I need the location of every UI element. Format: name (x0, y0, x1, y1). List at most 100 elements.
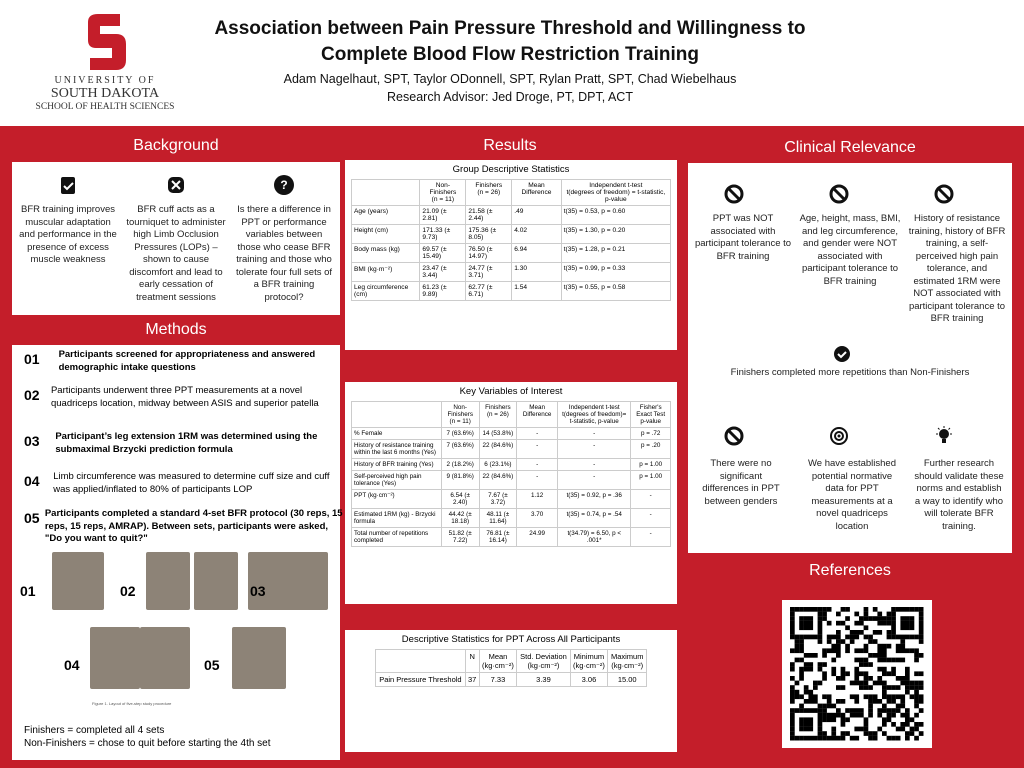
table-cell: - (516, 439, 559, 459)
qr-cell (872, 680, 878, 686)
qr-cell (845, 708, 850, 713)
qr-cell (822, 653, 827, 658)
qr-cell (854, 671, 860, 677)
section-heading: Results (483, 137, 537, 154)
qr-cell (900, 648, 906, 654)
qr-cell (900, 616, 906, 621)
table-cell: Leg circumference (cm) (350, 281, 421, 301)
qr-cell (918, 722, 924, 727)
qr-cell (817, 662, 823, 667)
qr-cell (914, 680, 919, 686)
qr-cell (826, 694, 832, 700)
logo-line: UNIVERSITY OF (54, 75, 156, 86)
qr-cell (817, 611, 823, 617)
qr-cell (808, 666, 814, 672)
qr-cell (891, 630, 896, 635)
qr-cell (836, 643, 841, 649)
qr-cell (799, 657, 804, 663)
table-cell: 15.00 (607, 672, 647, 687)
qr-cell (799, 703, 804, 709)
qr-cell (863, 607, 869, 612)
qr-cell (845, 717, 850, 723)
qr-cell (799, 735, 804, 741)
qr-cell (905, 735, 910, 741)
qr-cell (822, 731, 827, 736)
step-number: 05 (24, 510, 40, 526)
table-cell: - (630, 527, 671, 547)
table-cell: 171.33 (± 9.73) (419, 224, 467, 244)
header-cell: Maximum (kg·cm⁻²) (607, 649, 647, 673)
qr-cell (891, 735, 896, 741)
table-row: Pain Pressure Threshold 37 7.33 3.39 3.06 15.… (375, 672, 647, 687)
table-cell: p = .72 (630, 427, 671, 440)
icon (165, 174, 187, 196)
table-row: Leg circumference (cm) 61.23 (± 9.89) 62.7… (350, 281, 672, 301)
qr-cell (918, 699, 924, 704)
header-cell (350, 179, 421, 206)
qr-cell (895, 685, 901, 690)
qr-cell (900, 726, 906, 732)
photo-label: 05 (204, 657, 220, 673)
table-cell: t(35) = 0.74, p = .54 (557, 508, 632, 528)
data-table: Non-Finishers (n = 11) Finishers (n = 26)… (351, 401, 671, 547)
qr-cell (863, 634, 869, 640)
qr-cell (822, 648, 827, 654)
qr-cell (826, 634, 832, 640)
qr-cell (836, 620, 841, 626)
qr-cell (895, 703, 901, 709)
qr-cell (914, 653, 919, 658)
icon-glyph (829, 184, 849, 204)
qr-cell (914, 735, 919, 741)
icon (828, 425, 850, 447)
table-cell: 9 (81.8%) (440, 470, 480, 490)
table-cell: 1.30 (511, 262, 562, 282)
table-cell: 23.47 (± 3.44) (419, 262, 467, 282)
table-cell: 76.50 (± 14.97) (465, 243, 513, 263)
qr-cell (859, 708, 864, 713)
qr-cell (909, 607, 915, 612)
qr-cell (803, 685, 809, 690)
qr-cell (859, 616, 864, 621)
qr-cell (863, 648, 869, 654)
table-cell: Body mass (kg) (350, 243, 421, 263)
qr-cell (909, 625, 915, 631)
qr-cell (854, 657, 860, 663)
qr-cell (803, 653, 809, 658)
qr-cell (882, 722, 887, 727)
qr-cell (817, 712, 823, 718)
header-cell (375, 649, 466, 673)
section-heading: Methods (145, 321, 207, 338)
qr-cell (790, 689, 795, 695)
qr-cell (854, 630, 860, 635)
qr-cell (882, 703, 887, 709)
qr-cell (808, 620, 814, 626)
qr-cell (891, 657, 896, 663)
photo (140, 627, 190, 689)
header-cell: Finishers (n = 26) (465, 179, 513, 206)
qr-cell (914, 671, 919, 677)
table-cell: Estimated 1RM (kg) - Brzycki formula (351, 508, 442, 528)
icon-glyph (724, 426, 744, 446)
qr-cell (813, 685, 818, 690)
qr-cell (808, 634, 814, 640)
qr-cell (868, 676, 873, 681)
qr-cell (868, 616, 873, 621)
qr-cell (886, 671, 892, 677)
qr-cell (877, 726, 883, 732)
step-text: Participant’s leg extension 1RM was dete… (55, 431, 318, 455)
qr-cell (872, 630, 878, 635)
table-cell: Height (cm) (350, 224, 421, 244)
table-cell: 6.94 (511, 243, 562, 263)
qr-cell (868, 653, 873, 658)
qr-cell (863, 680, 869, 686)
qr-cell (909, 731, 915, 736)
table-cell: 3.70 (516, 508, 559, 528)
logo-mark (88, 14, 126, 70)
qr-cell (882, 694, 887, 700)
qr-cell (882, 666, 887, 672)
table-cell: 24.77 (± 3.71) (465, 262, 513, 282)
table-cell: 7.33 (478, 672, 518, 687)
qr-cell (891, 634, 896, 640)
method-step: 02 Participants underwent three PPT measu… (24, 385, 344, 410)
header-cell: Non-Finishers (n = 11) (440, 401, 480, 428)
